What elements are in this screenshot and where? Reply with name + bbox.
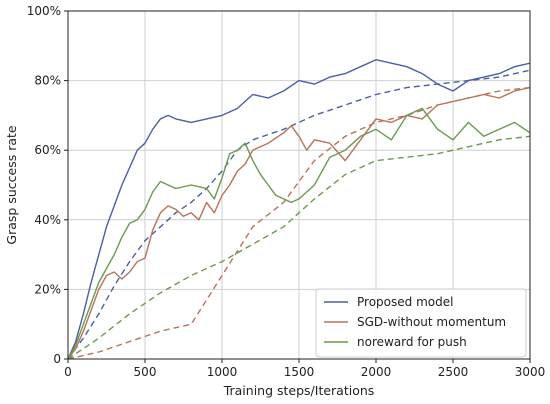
series-sgd-without-momentum-solid [67, 86, 531, 360]
legend-label: SGD-without momentum [357, 315, 506, 329]
x-tick-label: 2500 [438, 365, 469, 379]
series-sgd-without-momentum-dashed [67, 86, 531, 360]
series-layer [67, 59, 531, 360]
x-tick-label: 3000 [515, 365, 546, 379]
y-tick-label: 0 [53, 352, 61, 366]
y-tick-label: 60% [34, 143, 61, 157]
legend-label: Proposed model [357, 295, 453, 309]
y-tick-label: 40% [34, 213, 61, 227]
series-noreward-for-push-dashed [67, 135, 531, 360]
series-proposed-model-dashed [67, 69, 531, 360]
x-tick-label: 0 [64, 365, 72, 379]
x-tick-label: 1000 [207, 365, 238, 379]
series-proposed-model-solid [67, 59, 531, 360]
x-axis-label: Training steps/Iterations [223, 383, 375, 398]
y-tick-label: 20% [34, 282, 61, 296]
x-tick-label: 1500 [284, 365, 315, 379]
y-tick-label: 100% [27, 4, 61, 18]
legend: Proposed model SGD-without momentum norewa… [315, 288, 527, 358]
x-tick-label: 2000 [361, 365, 392, 379]
y-axis-label: Grasp success rate [4, 125, 19, 244]
legend-label: noreward for push [357, 335, 467, 349]
x-tick-label: 500 [134, 365, 157, 379]
x-axis-ticks: 0 500 1000 1500 2000 2500 3000 [64, 359, 545, 379]
y-axis-ticks: 0 20% 40% 60% 80% 100% [27, 4, 68, 366]
y-tick-label: 80% [34, 74, 61, 88]
series-noreward-for-push-solid [67, 107, 531, 360]
legend-box [315, 288, 527, 358]
